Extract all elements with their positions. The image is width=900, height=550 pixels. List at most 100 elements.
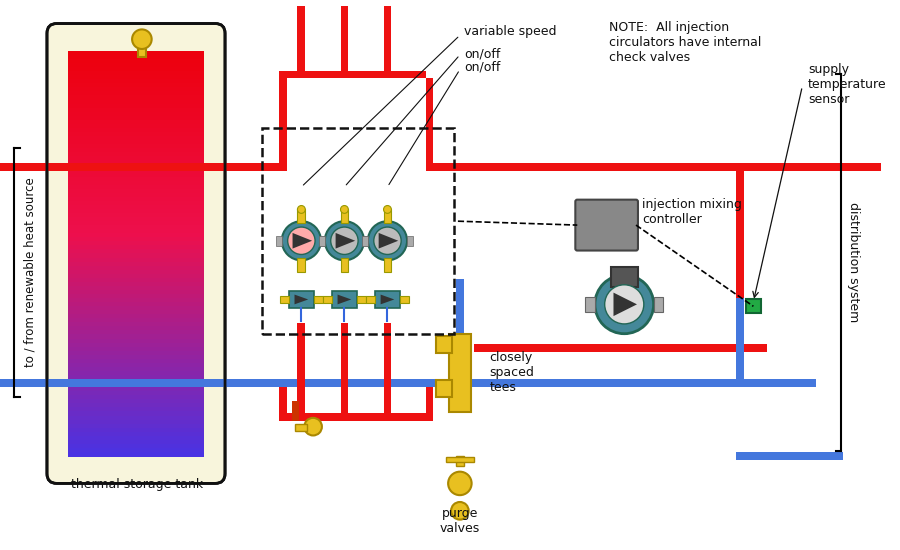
Bar (68, 322, 203, 327)
Polygon shape (336, 233, 356, 249)
Bar (68, 132, 203, 136)
Bar (68, 359, 203, 364)
Bar (68, 164, 203, 169)
Text: supply
temperature
sensor: supply temperature sensor (808, 63, 886, 106)
Bar (68, 411, 203, 416)
Bar (68, 355, 203, 359)
Circle shape (451, 502, 469, 520)
Bar (213, 163, 279, 171)
Bar (68, 351, 203, 355)
Bar (449, 334, 471, 412)
Text: on/off: on/off (464, 60, 500, 74)
Bar (340, 323, 348, 421)
Circle shape (288, 227, 315, 255)
Bar (68, 440, 203, 444)
Bar (68, 399, 203, 404)
Bar (374, 290, 400, 308)
Bar (68, 375, 203, 379)
Bar (68, 79, 203, 84)
Bar (280, 295, 289, 304)
Bar (68, 379, 203, 383)
Bar (68, 192, 203, 197)
Bar (68, 403, 203, 408)
Bar (68, 177, 203, 181)
Bar (68, 346, 203, 351)
Bar (279, 387, 287, 421)
Bar (745, 299, 761, 313)
Bar (456, 456, 464, 466)
Bar (68, 91, 203, 96)
Bar (68, 185, 203, 189)
Bar (295, 424, 307, 431)
Bar (68, 302, 203, 306)
Bar (68, 160, 203, 165)
Bar (473, 344, 767, 353)
Bar (383, 323, 392, 421)
FancyBboxPatch shape (575, 200, 638, 251)
Bar (68, 310, 203, 315)
Bar (68, 180, 203, 185)
Polygon shape (292, 233, 312, 249)
Bar (68, 245, 203, 250)
Bar (68, 140, 203, 145)
Bar (68, 87, 203, 92)
Bar (400, 295, 409, 304)
Bar (68, 213, 203, 217)
Bar (297, 323, 305, 421)
Bar (68, 371, 203, 376)
Bar (68, 274, 203, 278)
Bar (68, 116, 203, 120)
Bar (68, 448, 203, 453)
Bar (585, 296, 595, 312)
Bar (68, 343, 203, 347)
Polygon shape (294, 295, 308, 304)
Bar (357, 295, 366, 304)
Bar (68, 286, 203, 290)
Bar (68, 71, 203, 76)
Circle shape (297, 206, 305, 213)
Circle shape (605, 285, 644, 324)
Bar (0, 379, 217, 387)
Bar (366, 295, 374, 304)
Bar (68, 290, 203, 294)
Bar (68, 173, 203, 177)
Bar (68, 257, 203, 262)
Bar (68, 225, 203, 230)
Text: variable speed: variable speed (464, 25, 556, 39)
Bar (436, 336, 452, 353)
Bar (68, 205, 203, 210)
FancyBboxPatch shape (47, 24, 225, 483)
Bar (68, 282, 203, 287)
Bar (323, 295, 332, 304)
Circle shape (374, 227, 401, 255)
Bar (426, 163, 900, 171)
Bar (213, 379, 703, 387)
Bar (68, 189, 203, 193)
Bar (68, 51, 203, 56)
Bar (68, 306, 203, 311)
Bar (68, 201, 203, 205)
Circle shape (304, 418, 322, 436)
Circle shape (368, 221, 407, 260)
Bar (68, 168, 203, 173)
Bar (68, 314, 203, 319)
Bar (68, 387, 203, 392)
Bar (68, 298, 203, 302)
Polygon shape (381, 295, 394, 304)
Bar (68, 84, 203, 88)
Bar (68, 331, 203, 335)
Bar (276, 236, 282, 246)
Bar (68, 363, 203, 367)
Bar (68, 144, 203, 148)
Bar (340, 258, 348, 272)
Text: closely
spaced
tees: closely spaced tees (490, 351, 534, 394)
Bar (68, 100, 203, 104)
Bar (446, 457, 473, 462)
Text: NOTE:  All injection
circulators have internal
check valves: NOTE: All injection circulators have int… (608, 20, 761, 64)
Bar (332, 290, 357, 308)
Bar (68, 432, 203, 436)
Bar (297, 258, 305, 272)
Bar (138, 37, 146, 57)
Polygon shape (379, 233, 398, 249)
Bar (736, 452, 843, 460)
